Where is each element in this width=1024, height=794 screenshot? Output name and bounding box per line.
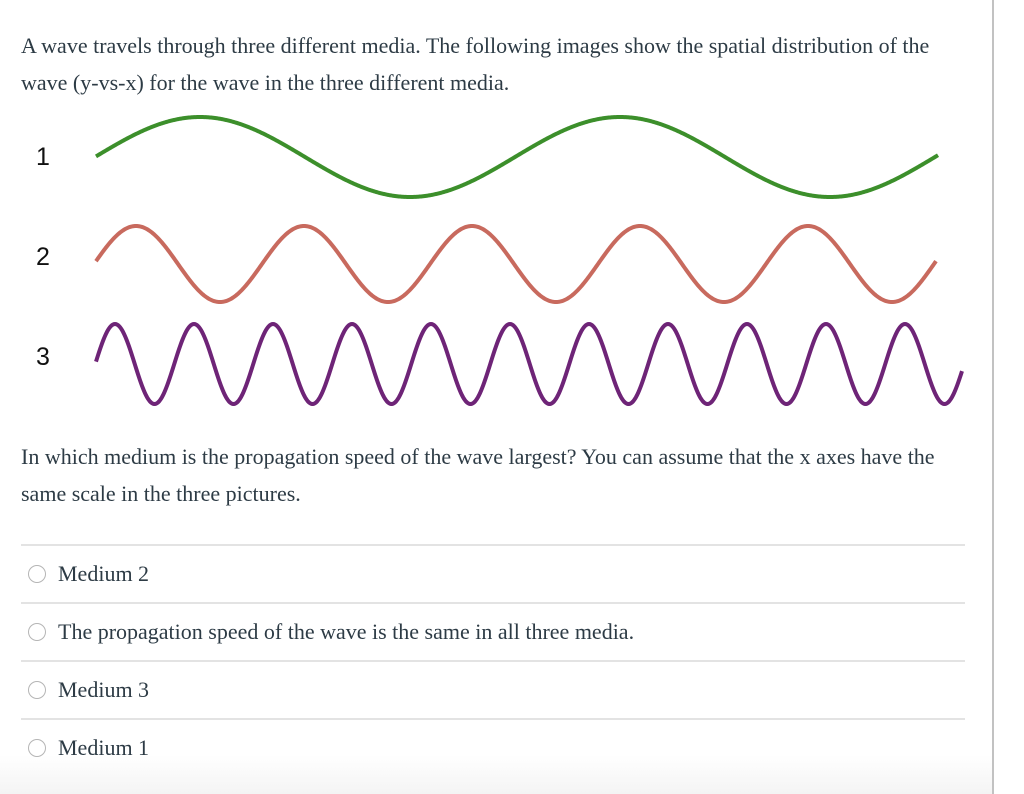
wave-plots: [94, 115, 964, 406]
answer-option-same-speed[interactable]: The propagation speed of the wave is the…: [21, 604, 965, 660]
radio-button[interactable]: [28, 623, 46, 641]
radio-button[interactable]: [28, 681, 46, 699]
wave-label-3: 3: [36, 343, 50, 371]
wave-medium-2: [94, 223, 938, 305]
answer-label: Medium 3: [58, 677, 150, 702]
divider: [21, 544, 965, 546]
radio-button[interactable]: [28, 739, 46, 757]
wave-medium-1: [94, 115, 940, 199]
divider: [21, 602, 965, 604]
answer-label: Medium 1: [58, 735, 150, 760]
answer-label: Medium 2: [58, 561, 150, 586]
question-intro-text: A wave travels through three different m…: [21, 33, 930, 95]
wave-label-2: 2: [36, 243, 50, 271]
answer-label: The propagation speed of the wave is the…: [58, 619, 635, 644]
right-gutter: [994, 0, 1024, 794]
answer-option-medium-1[interactable]: Medium 1: [21, 720, 965, 776]
content-frame-border: [992, 0, 994, 794]
answer-option-medium-3[interactable]: Medium 3: [21, 662, 965, 718]
wave-figure: 1 2 3: [0, 100, 992, 420]
divider: [21, 718, 965, 720]
wave-medium-3: [94, 321, 964, 406]
answer-list: Medium 2 The propagation speed of the wa…: [21, 544, 965, 776]
question-prompt-text: In which medium is the propagation speed…: [21, 444, 935, 506]
answer-option-medium-2[interactable]: Medium 2: [21, 546, 965, 602]
wave-label-1: 1: [36, 143, 50, 171]
divider: [21, 660, 965, 662]
radio-button[interactable]: [28, 565, 46, 583]
quiz-question-page: A wave travels through three different m…: [0, 0, 992, 794]
